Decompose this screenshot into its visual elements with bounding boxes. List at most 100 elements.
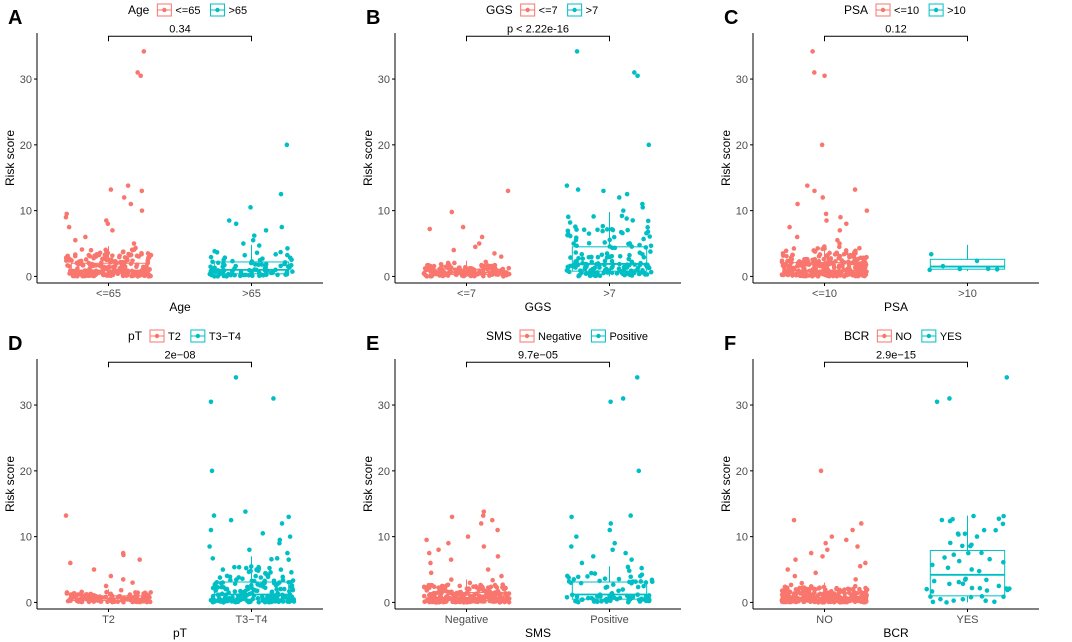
data-point	[822, 246, 827, 251]
outlier-point	[208, 527, 214, 533]
outlier-point	[850, 527, 855, 533]
data-point	[993, 527, 998, 533]
data-point	[947, 540, 953, 546]
outlier-point	[285, 550, 290, 556]
y-tick-label: 30	[20, 400, 32, 412]
data-point	[929, 589, 935, 594]
outlier-point	[812, 70, 817, 75]
data-point	[591, 214, 596, 219]
data-point	[585, 595, 591, 601]
data-point	[71, 590, 77, 596]
data-point	[976, 568, 982, 574]
points-1	[63, 513, 153, 605]
data-point	[63, 255, 69, 261]
data-point	[580, 597, 585, 602]
outlier-point	[73, 237, 78, 243]
outlier-point	[426, 550, 432, 556]
x-tick-label: <=10	[812, 288, 837, 300]
data-point	[779, 588, 785, 594]
data-point	[285, 252, 290, 258]
data-point	[481, 598, 487, 603]
y-tick-label: 0	[26, 597, 32, 609]
outlier-point	[574, 49, 580, 54]
data-point	[94, 595, 100, 601]
data-point	[977, 585, 983, 591]
outlier-point	[864, 208, 870, 213]
data-point	[454, 590, 459, 596]
data-point	[104, 589, 109, 595]
data-point	[218, 580, 224, 586]
data-point	[79, 589, 84, 595]
outlier-point	[141, 49, 147, 54]
data-point	[145, 594, 151, 600]
data-point	[607, 244, 613, 249]
y-tick-label: 30	[20, 74, 32, 86]
data-point	[845, 586, 851, 592]
panel-letter: D	[8, 333, 22, 355]
data-point	[102, 252, 108, 258]
data-point	[787, 269, 792, 275]
data-point	[597, 593, 603, 599]
data-point	[1000, 521, 1006, 527]
data-point	[628, 272, 633, 278]
data-point	[286, 557, 291, 562]
legend-label: NO	[895, 331, 912, 343]
data-point	[287, 599, 292, 605]
data-point	[984, 577, 989, 583]
data-point	[620, 271, 626, 277]
data-point	[492, 582, 498, 588]
data-point	[135, 270, 140, 275]
data-point	[278, 567, 284, 572]
significance-bracket: 2.9e−15	[824, 349, 968, 368]
data-point	[219, 591, 225, 597]
data-point	[600, 223, 606, 229]
panel-b: B GGS <=7 >7 0 10 20 30 Risk score <=7 >7 GGS p < 2.…	[361, 3, 681, 314]
data-point	[144, 263, 149, 269]
outlier-point	[125, 183, 131, 188]
data-point	[221, 600, 226, 605]
data-point	[585, 574, 590, 579]
legend-key-1	[520, 3, 536, 17]
legend-key-2	[190, 329, 206, 343]
data-point	[233, 599, 238, 605]
outlier-point	[616, 195, 622, 200]
data-point	[220, 567, 226, 572]
outlier-point	[793, 557, 798, 562]
data-point	[471, 584, 476, 590]
legend: PSA <=10 >10	[844, 3, 966, 17]
outlier-point	[479, 234, 485, 240]
data-point	[282, 594, 288, 600]
outlier-point	[460, 224, 466, 230]
outlier-point	[574, 534, 579, 539]
outlier-point	[120, 577, 126, 582]
data-point	[619, 213, 625, 219]
outlier-point	[91, 567, 97, 572]
data-point	[854, 598, 859, 604]
data-point	[253, 573, 258, 579]
outlier-point	[823, 211, 829, 217]
data-point	[467, 587, 472, 592]
y-tick-label: 20	[378, 140, 390, 152]
outlier-point	[279, 521, 285, 526]
data-point	[130, 599, 135, 605]
data-point	[120, 249, 126, 255]
panel-letter: E	[366, 333, 379, 355]
data-point	[258, 575, 264, 580]
outlier-point	[818, 468, 824, 474]
data-point	[476, 587, 482, 593]
outlier-point	[428, 570, 434, 576]
outlier-point	[855, 544, 860, 549]
data-point	[805, 259, 811, 265]
data-point	[277, 580, 282, 585]
data-point	[485, 585, 491, 590]
data-point	[785, 258, 790, 264]
data-point	[79, 269, 84, 275]
data-point	[263, 264, 268, 269]
outlier-point	[243, 509, 248, 514]
data-point	[604, 597, 610, 603]
data-point	[255, 596, 261, 601]
data-point	[284, 269, 290, 275]
outlier-point	[247, 547, 252, 553]
data-point	[631, 270, 637, 276]
